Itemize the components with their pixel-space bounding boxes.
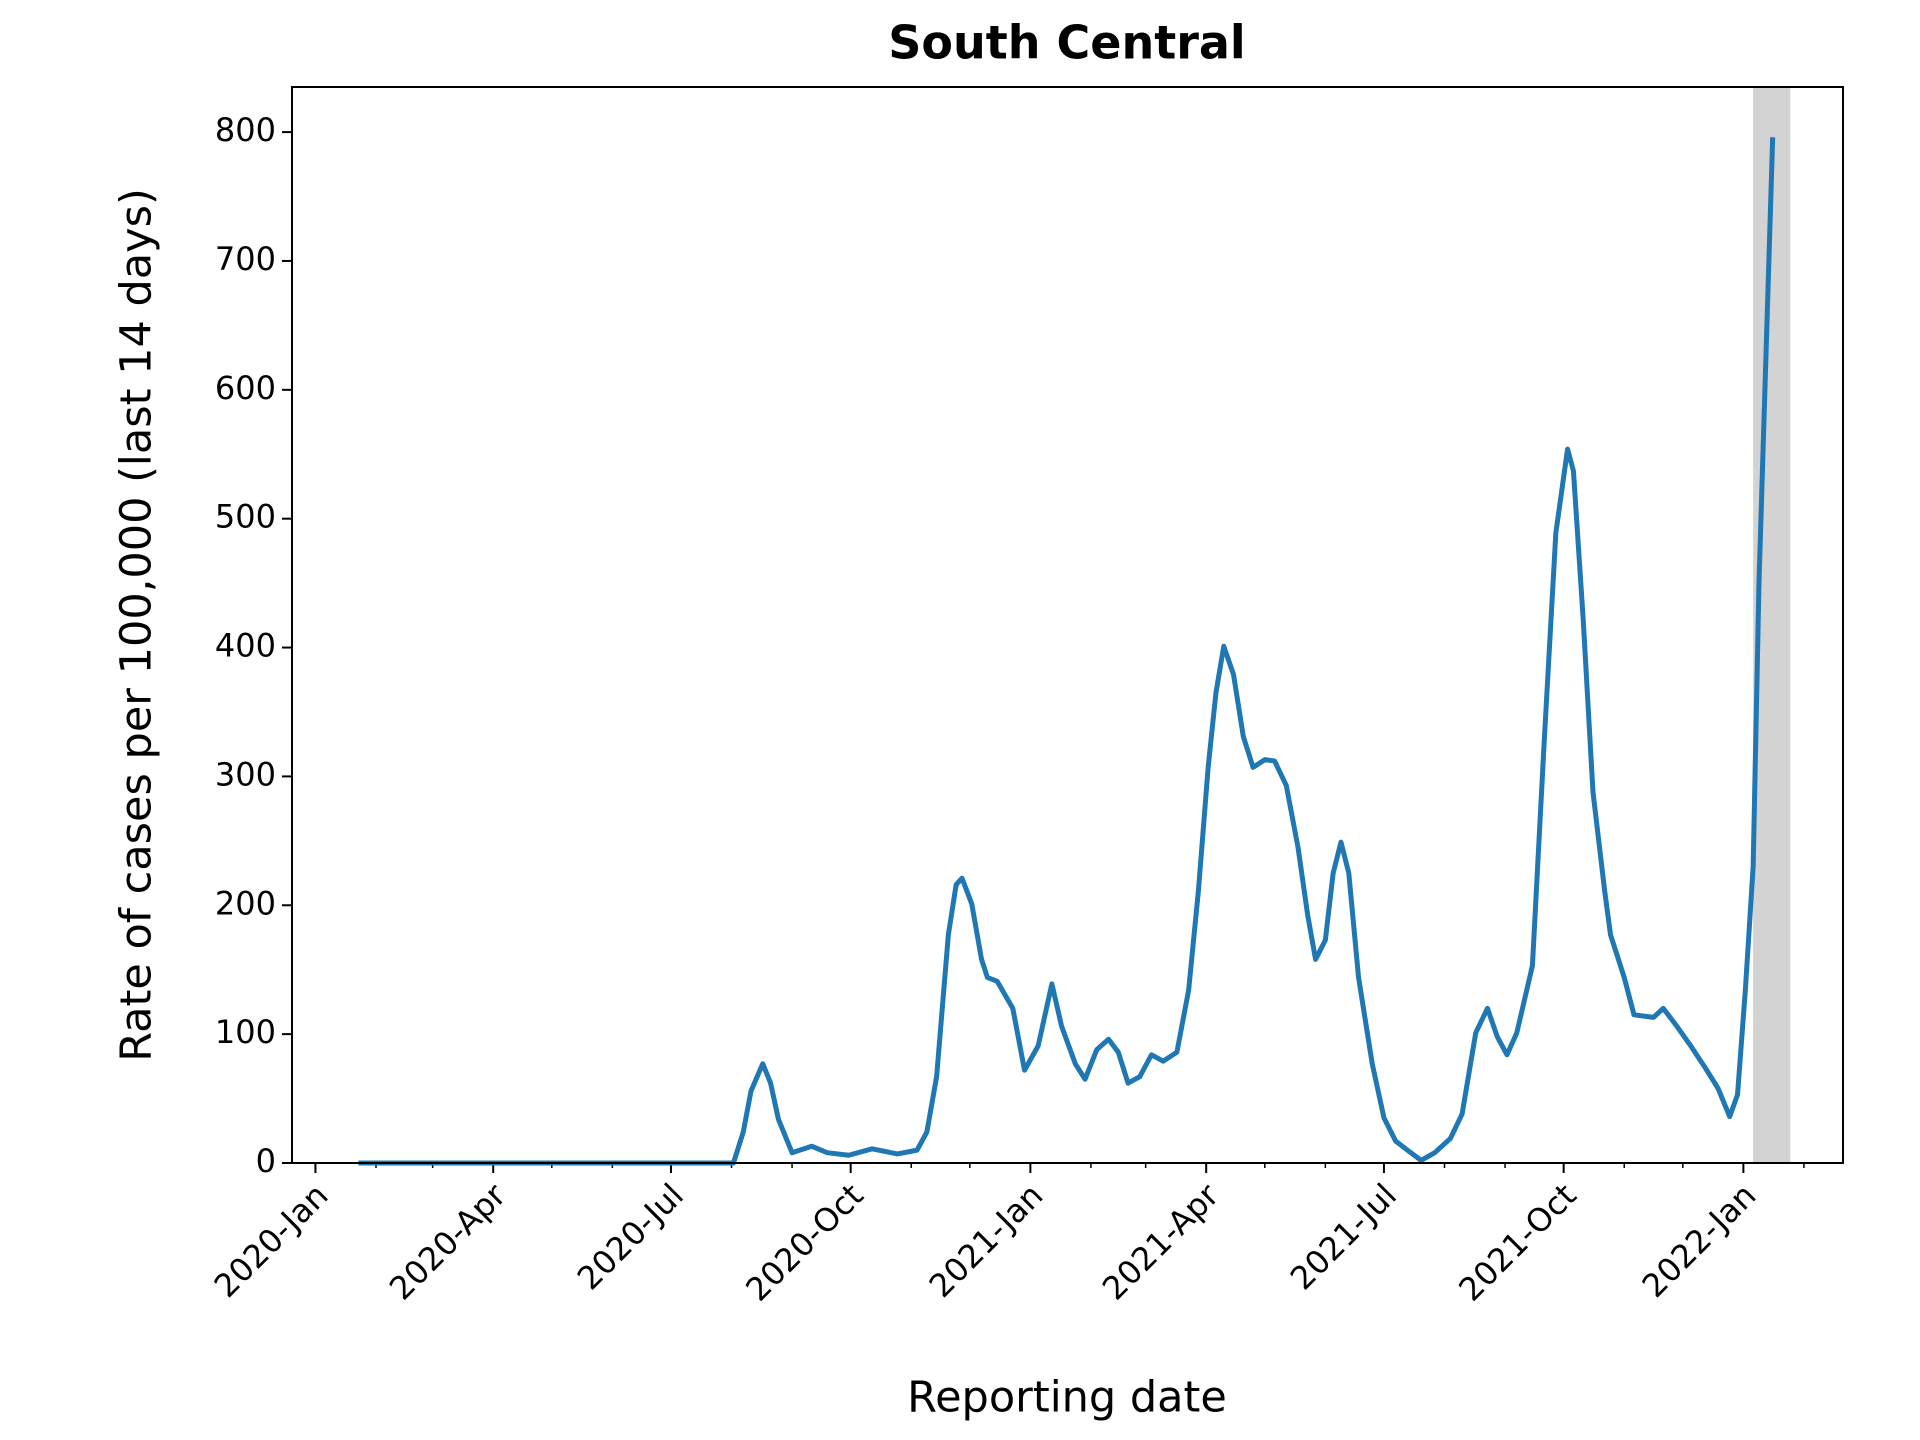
chart-title: South Central <box>888 16 1245 70</box>
y-axis-label: Rate of cases per 100,000 (last 14 days) <box>112 188 162 1062</box>
y-tick-label: 800 <box>215 111 276 149</box>
data-line <box>358 137 1776 1166</box>
y-tick-label: 300 <box>215 755 276 793</box>
x-tick-label: 2020-Jan <box>207 1176 336 1305</box>
x-tick-label: 2021-Oct <box>1451 1176 1583 1308</box>
x-axis-label: Reporting date <box>907 1373 1227 1423</box>
x-tick-label: 2021-Jul <box>1283 1176 1404 1297</box>
x-tick-label: 2021-Apr <box>1095 1176 1227 1308</box>
plot-frame <box>291 86 1844 1164</box>
x-tick-label: 2022-Jan <box>1635 1176 1764 1305</box>
x-tick-label: 2021-Jan <box>922 1176 1051 1305</box>
x-tick-label: 2020-Oct <box>738 1176 870 1308</box>
y-tick-label: 700 <box>215 240 276 278</box>
y-tick-label: 200 <box>215 884 276 922</box>
y-tick-label: 600 <box>215 369 276 407</box>
x-tick-label: 2020-Jul <box>570 1176 691 1297</box>
y-tick-label: 100 <box>215 1013 276 1051</box>
y-tick-label: 0 <box>256 1142 276 1180</box>
y-tick-label: 500 <box>215 498 276 536</box>
y-tick-label: 400 <box>215 627 276 665</box>
x-tick-label: 2020-Apr <box>382 1176 514 1308</box>
